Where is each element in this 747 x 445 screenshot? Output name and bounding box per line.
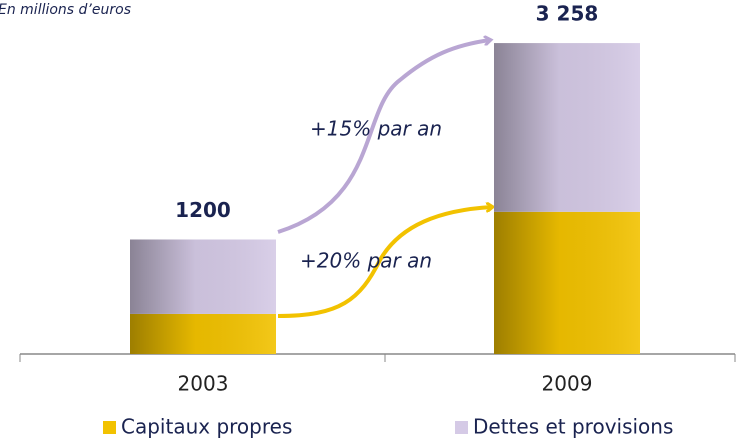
annotation: +20% par an — [300, 249, 432, 273]
growth-arrow — [277, 40, 490, 234]
bar-shade — [130, 239, 276, 314]
x-tick-label: 2009 — [542, 372, 593, 396]
growth-arrow — [277, 207, 492, 318]
bar-shade — [494, 43, 640, 212]
bar-shade — [130, 313, 276, 354]
bar-shade — [494, 211, 640, 354]
legend-swatch — [455, 421, 468, 434]
total-label: 1200 — [175, 198, 231, 222]
x-tick-label: 2003 — [178, 372, 229, 396]
subtitle: En millions d’euros — [0, 2, 131, 18]
annotation: +15% par an — [310, 117, 442, 141]
total-label: 3 258 — [536, 2, 599, 26]
legend-swatch — [103, 421, 116, 434]
legend-label: Dettes et provisions — [473, 415, 673, 439]
legend-label: Capitaux propres — [121, 415, 292, 439]
